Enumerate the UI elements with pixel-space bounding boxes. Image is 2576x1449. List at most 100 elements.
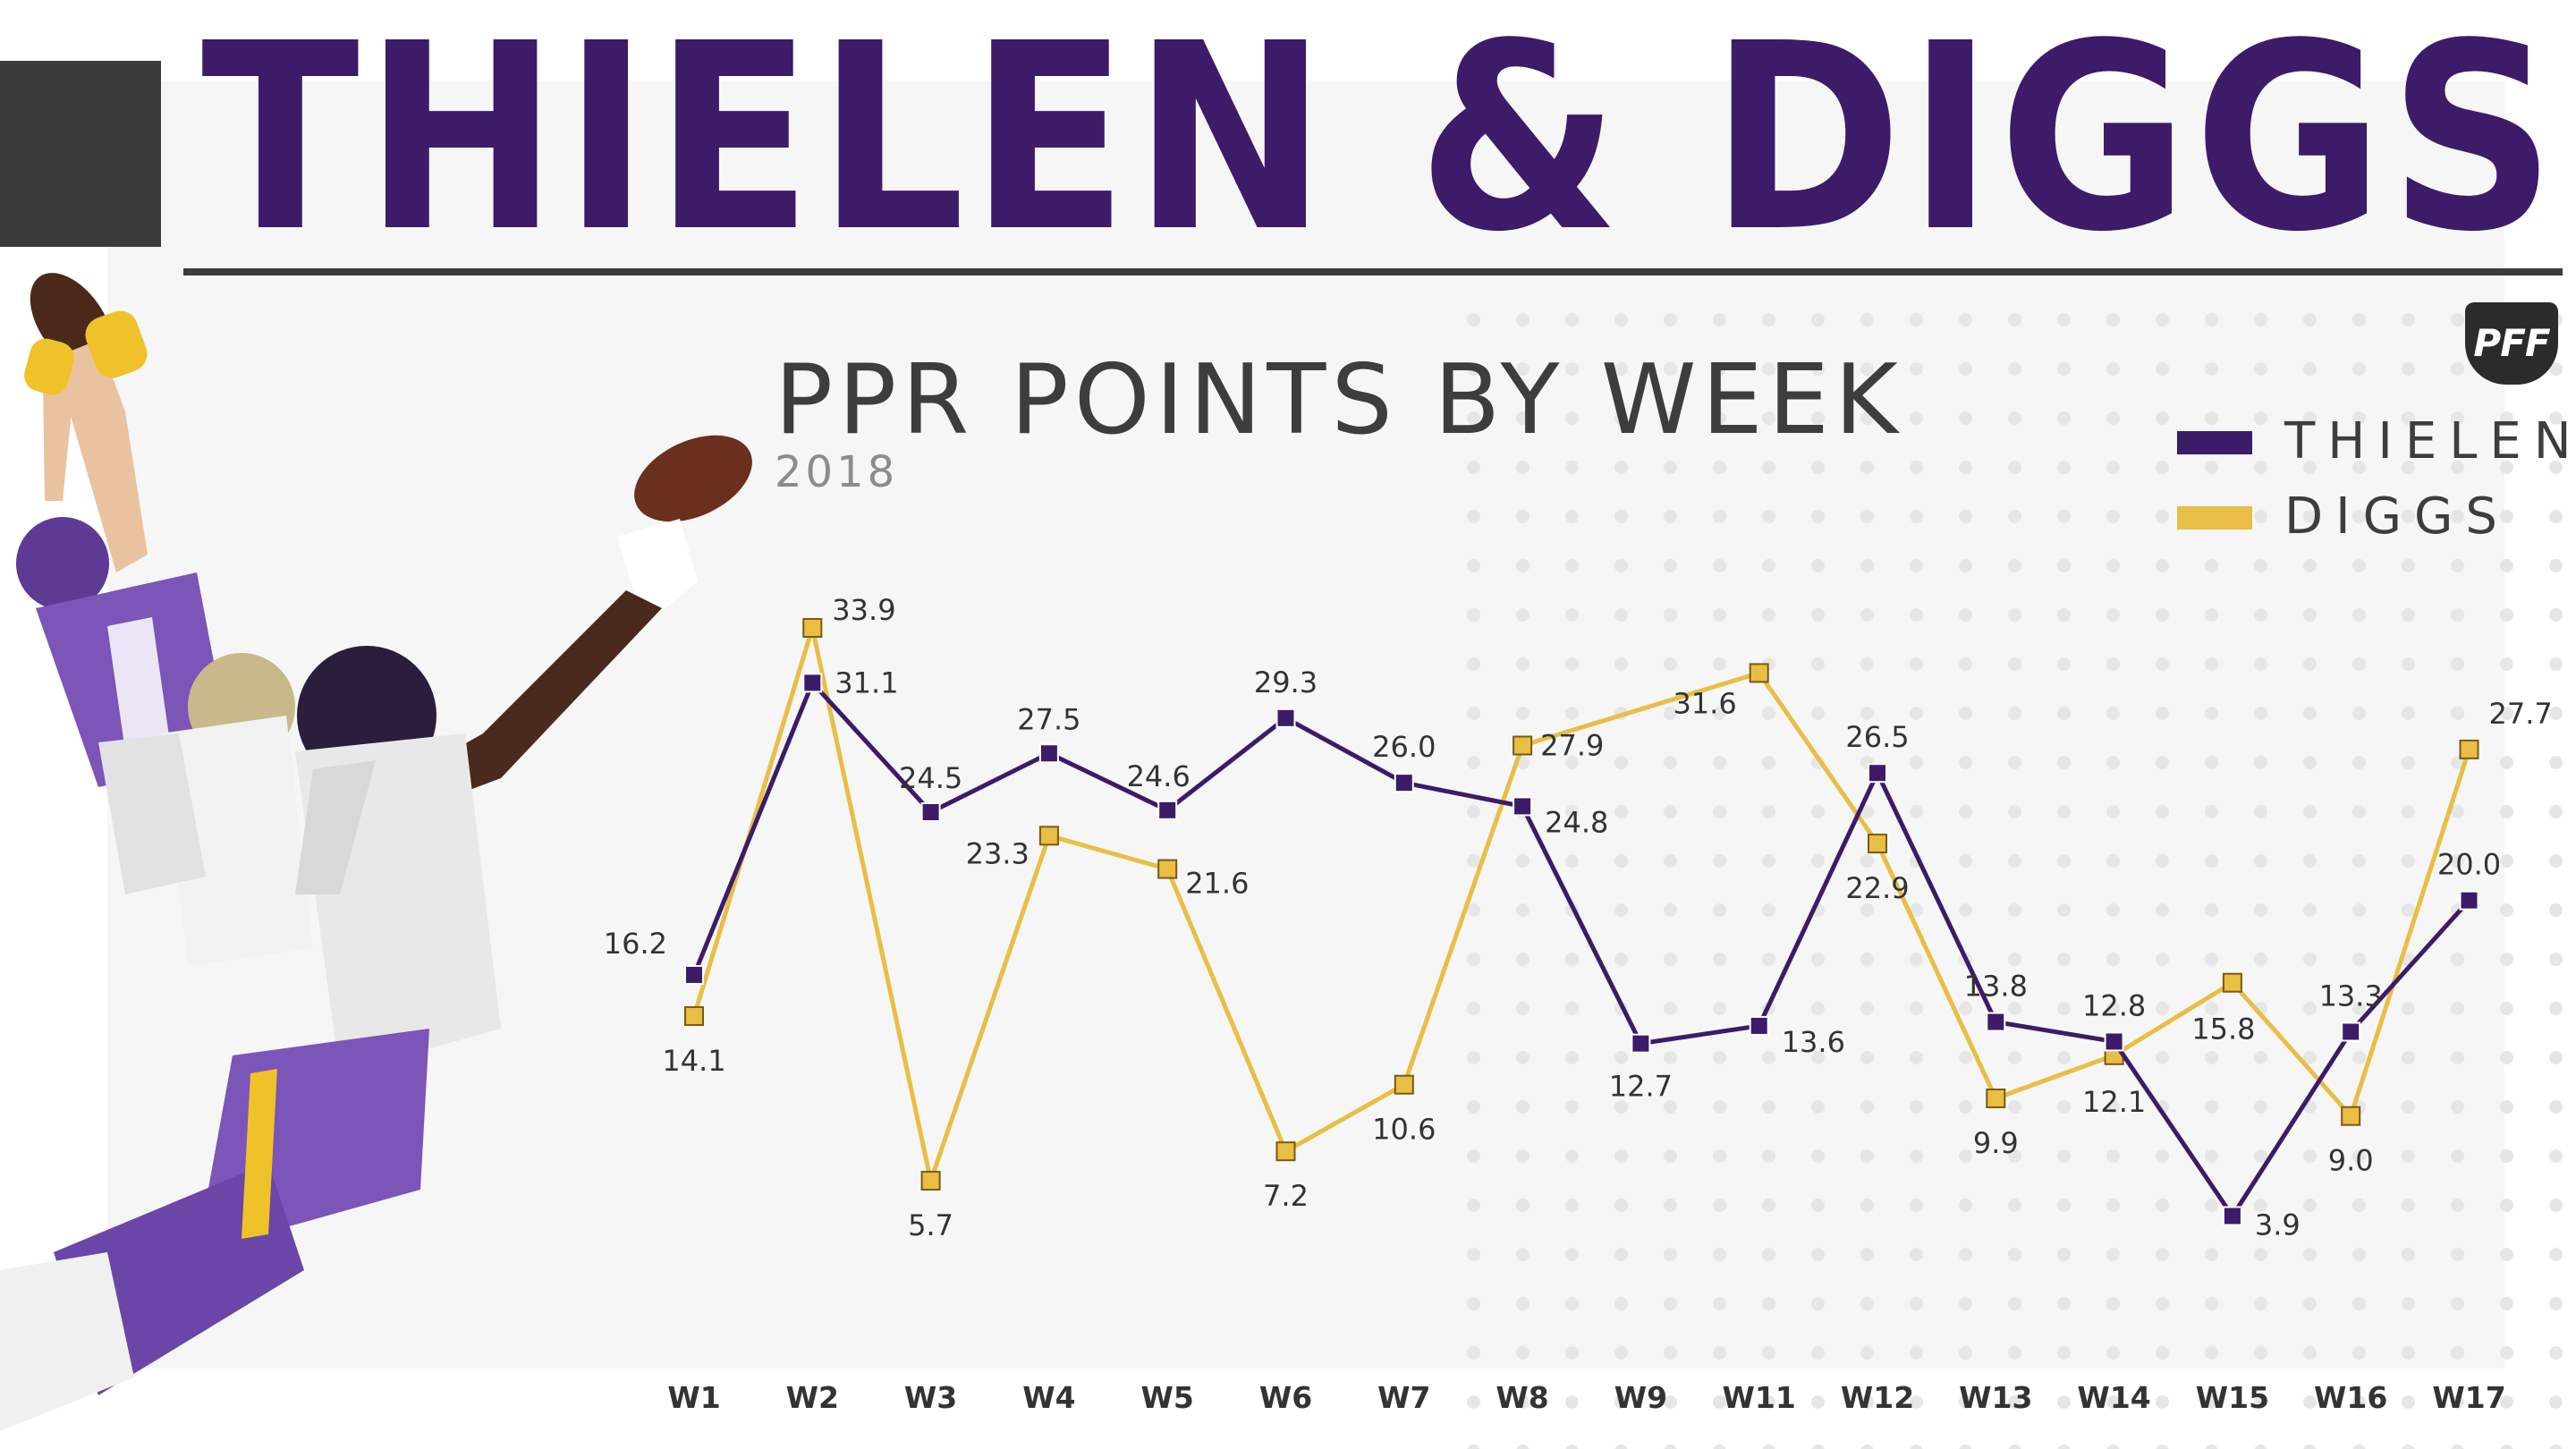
- data-label-thielen-w2: 31.1: [835, 665, 898, 699]
- x-tick-label-w11: W11: [1723, 1380, 1796, 1415]
- data-label-diggs-w15: 15.8: [2191, 1013, 2255, 1046]
- data-label-thielen-w7: 26.0: [1372, 730, 1436, 764]
- data-point-diggs-w3: [920, 1171, 941, 1191]
- data-label-diggs-w16: 9.0: [2328, 1144, 2374, 1178]
- x-tick-label-w3: W3: [904, 1380, 957, 1415]
- series-line-diggs: [691, 625, 2471, 1183]
- data-point-thielen-w7: [1394, 773, 1414, 793]
- x-tick-label-w8: W8: [1496, 1380, 1548, 1415]
- data-label-diggs-w1: 14.1: [662, 1044, 725, 1078]
- data-point-thielen-w15: [2222, 1206, 2242, 1226]
- data-label-thielen-w1: 16.2: [604, 927, 667, 961]
- x-tick-label-w13: W13: [1959, 1380, 2032, 1415]
- x-tick-label-w9: W9: [1614, 1380, 1667, 1415]
- data-label-diggs-w13: 9.9: [1973, 1126, 2019, 1160]
- player-saints-defender-figure: [98, 653, 313, 966]
- x-tick-label-w17: W17: [2432, 1380, 2505, 1415]
- player-diggs-figure: [0, 435, 752, 1431]
- data-label-thielen-w13: 13.8: [1964, 970, 2028, 1004]
- data-point-thielen-w5: [1157, 800, 1178, 820]
- data-label-diggs-w5: 21.6: [1185, 867, 1249, 901]
- data-point-diggs-w8: [1513, 735, 1533, 756]
- data-label-diggs-w12: 22.9: [1845, 871, 1909, 905]
- legend-label-thielen: THIELEN: [2284, 412, 2576, 470]
- data-label-diggs-w11: 31.6: [1673, 686, 1736, 720]
- legend-label-diggs: DIGGS: [2284, 487, 2510, 546]
- data-label-diggs-w14: 12.1: [2082, 1085, 2146, 1119]
- x-tick-label-w15: W15: [2196, 1380, 2269, 1415]
- data-point-diggs-w17: [2459, 739, 2479, 759]
- x-tick-label-w12: W12: [1841, 1380, 1914, 1415]
- data-label-diggs-w7: 10.6: [1372, 1113, 1436, 1147]
- legend-swatch-thielen: [2177, 431, 2252, 454]
- title-accent-block: [0, 61, 161, 247]
- pff-logo: PFF: [2465, 302, 2558, 385]
- data-label-diggs-w17: 27.7: [2489, 697, 2553, 731]
- data-label-diggs-w4: 23.3: [966, 836, 1030, 870]
- data-point-thielen-w14: [2104, 1031, 2124, 1052]
- data-label-diggs-w8: 27.9: [1540, 729, 1604, 763]
- player-photo-illustration: [0, 273, 752, 1431]
- x-tick-label-w6: W6: [1259, 1380, 1312, 1415]
- x-tick-label-w1: W1: [667, 1380, 720, 1415]
- data-label-thielen-w4: 27.5: [1017, 702, 1080, 736]
- data-point-thielen-w6: [1275, 708, 1296, 728]
- data-point-diggs-w2: [802, 618, 823, 638]
- data-point-diggs-w15: [2222, 972, 2242, 993]
- x-tick-label-w14: W14: [2077, 1380, 2150, 1415]
- x-tick-label-w4: W4: [1022, 1380, 1075, 1415]
- title-divider: [183, 268, 2563, 275]
- series-layer: [684, 618, 2479, 1226]
- data-point-diggs-w7: [1394, 1074, 1414, 1095]
- data-point-diggs-w12: [1868, 834, 1887, 854]
- data-point-thielen-w13: [1986, 1012, 2006, 1032]
- data-label-thielen-w11: 13.6: [1782, 1025, 1845, 1059]
- data-label-thielen-w17: 20.0: [2437, 848, 2501, 882]
- chart-subtitle-year: 2018: [775, 447, 899, 497]
- data-point-thielen-w12: [1868, 763, 1887, 784]
- x-tick-label-w7: W7: [1377, 1380, 1430, 1415]
- chart-title: PPR POINTS BY WEEK: [775, 344, 1903, 456]
- data-point-diggs-w6: [1275, 1141, 1296, 1162]
- data-point-thielen-w11: [1749, 1015, 1769, 1036]
- data-point-diggs-w4: [1038, 826, 1059, 846]
- x-tick-label-w16: W16: [2314, 1380, 2387, 1415]
- data-label-diggs-w3: 5.7: [908, 1208, 953, 1242]
- data-point-diggs-w1: [684, 1005, 704, 1026]
- data-label-thielen-w8: 24.8: [1545, 805, 1608, 839]
- series-thielen: [684, 673, 2479, 1226]
- data-label-thielen-w15: 3.9: [2255, 1208, 2301, 1242]
- data-label-diggs-w6: 7.2: [1263, 1179, 1309, 1213]
- data-point-thielen-w17: [2459, 890, 2479, 911]
- data-point-thielen-w2: [802, 673, 823, 693]
- data-point-thielen-w9: [1631, 1033, 1651, 1054]
- dot-pattern: [1449, 295, 2576, 1449]
- data-point-diggs-w13: [1986, 1089, 2006, 1109]
- data-point-diggs-w16: [2341, 1106, 2361, 1126]
- x-tick-label-w2: W2: [786, 1380, 839, 1415]
- legend-swatch-diggs: [2177, 506, 2252, 530]
- x-tick-label-w5: W5: [1141, 1380, 1194, 1415]
- data-label-layer: 14.1 33.9 5.7 23.3 21.6 7.2 10.6 27.9 31.6 22.9 9.…: [604, 593, 2553, 1242]
- data-label-thielen-w3: 24.5: [899, 761, 962, 795]
- data-label-thielen-w9: 12.7: [1609, 1070, 1673, 1104]
- data-point-thielen-w16: [2341, 1021, 2361, 1042]
- data-point-thielen-w3: [920, 802, 941, 823]
- data-label-thielen-w16: 13.3: [2319, 979, 2383, 1013]
- series-line-thielen: [691, 680, 2471, 1219]
- data-label-thielen-w14: 12.8: [2082, 988, 2146, 1022]
- data-point-thielen-w8: [1513, 796, 1533, 817]
- page-title: THIELEN & DIGGS: [201, 0, 2561, 288]
- data-label-diggs-w2: 33.9: [832, 593, 895, 627]
- data-point-diggs-w5: [1157, 859, 1178, 879]
- data-point-thielen-w4: [1038, 743, 1059, 764]
- x-axis: W1 W2 W3 W4 W5 W6 W7 W8 W9 W11 W12 W13 W14 W15 W16 W17: [667, 1380, 2505, 1415]
- data-point-diggs-w11: [1749, 663, 1769, 683]
- data-label-thielen-w12: 26.5: [1845, 720, 1909, 754]
- data-label-thielen-w5: 24.6: [1127, 759, 1191, 793]
- data-point-thielen-w1: [684, 964, 704, 985]
- series-diggs: [684, 618, 2479, 1191]
- data-label-thielen-w6: 29.3: [1254, 665, 1318, 699]
